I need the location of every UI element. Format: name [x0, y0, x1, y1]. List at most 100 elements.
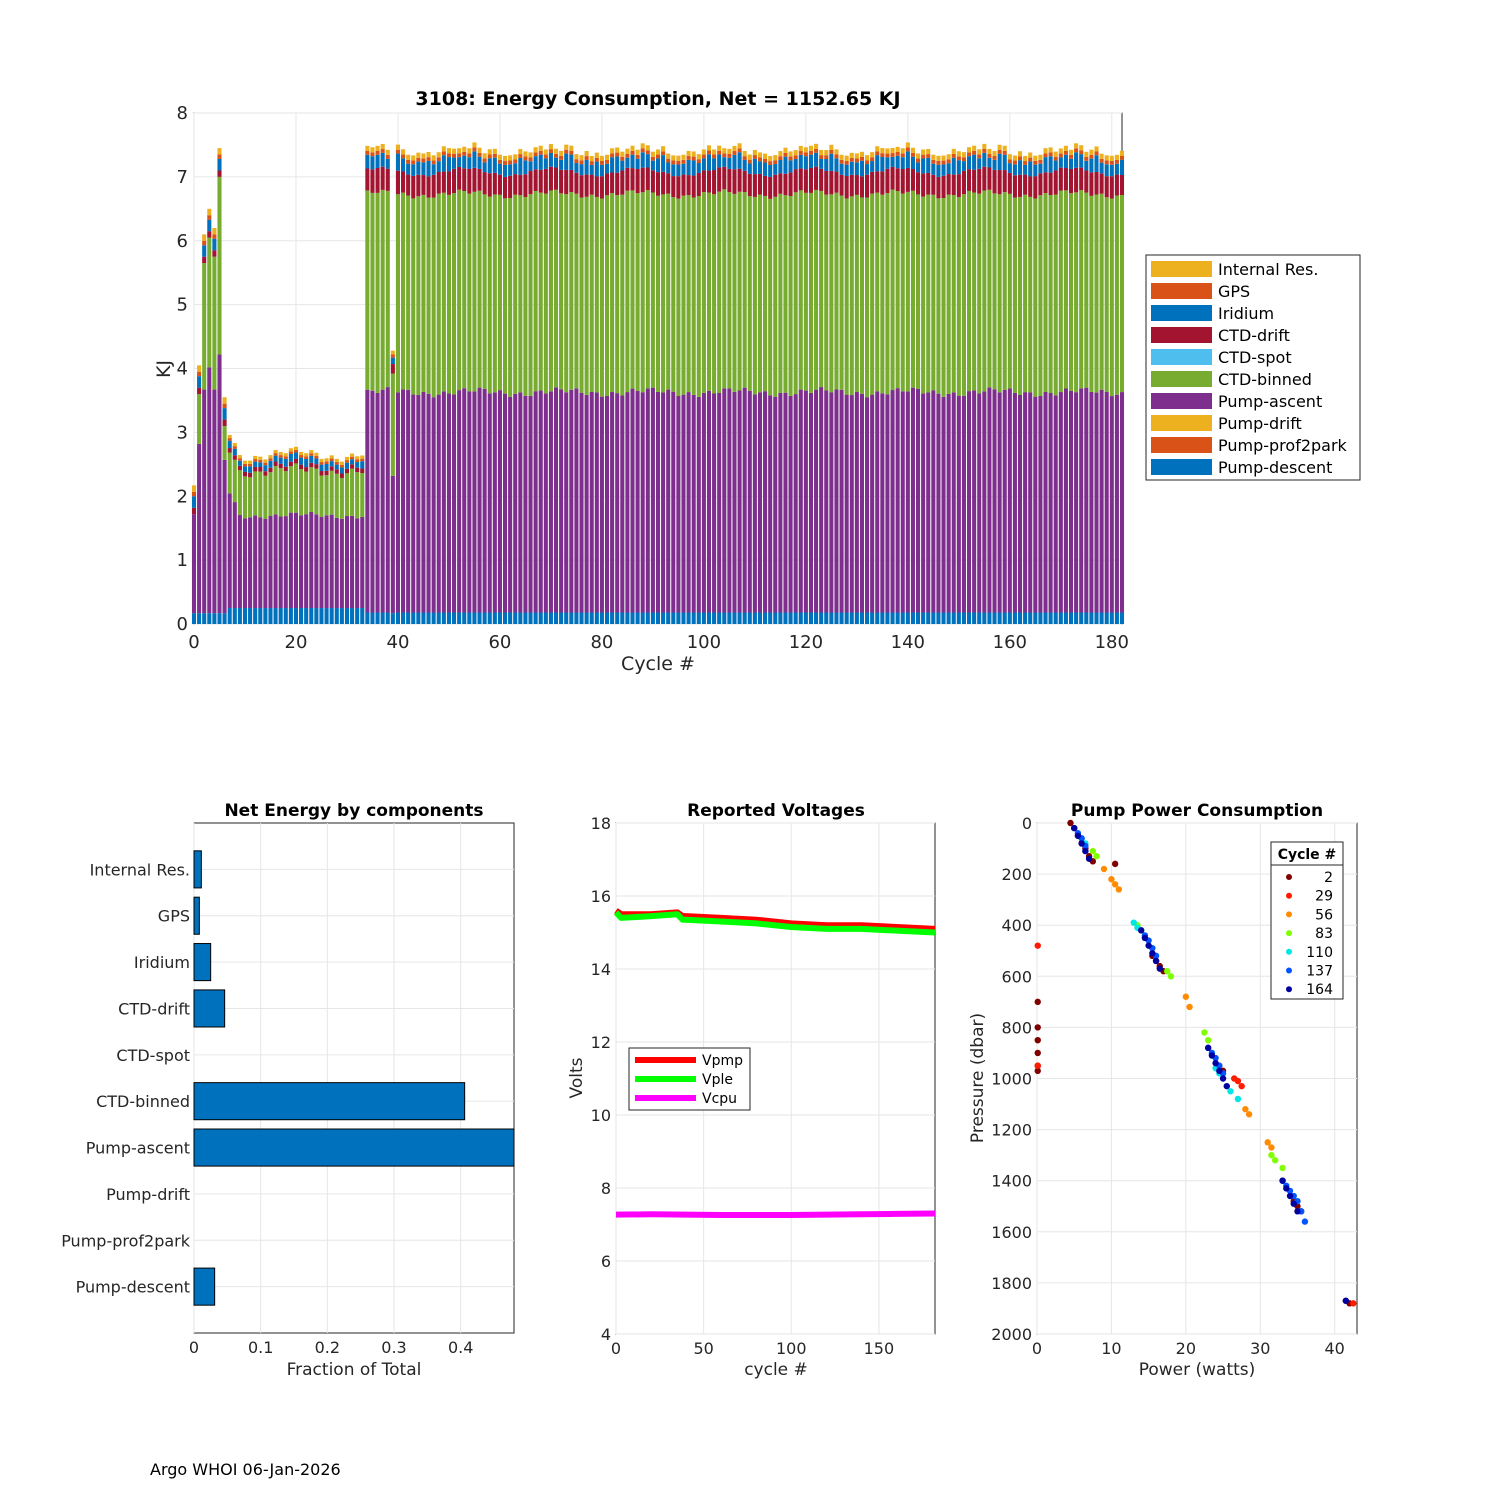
- energy-bar-gps: [885, 153, 890, 158]
- pump-legend-marker: [1286, 874, 1292, 880]
- energy-bar-iridium: [696, 163, 701, 173]
- pump-point-cycle-164: [1074, 832, 1082, 839]
- energy-bar-internal: [701, 149, 706, 155]
- energy-bar-ctd-binned: [212, 256, 217, 390]
- energy-bar-gps: [1043, 153, 1048, 158]
- energy-bar-pump-ascent: [472, 391, 477, 613]
- energy-bar-iridium: [569, 154, 574, 170]
- energy-bar-internal: [635, 149, 640, 155]
- energy-bar-pump-ascent: [640, 392, 645, 613]
- pump-legend-label: 110: [1306, 945, 1333, 961]
- energy-bar-ctd-drift: [207, 231, 212, 238]
- energy-bar-iridium: [441, 155, 446, 172]
- energy-bar-iridium: [599, 164, 604, 177]
- energy-bar-iridium: [344, 462, 350, 469]
- energy-bar-internal: [763, 153, 768, 159]
- energy-bar-ctd-drift: [829, 170, 834, 195]
- energy-bar-internal: [671, 155, 676, 161]
- energy-bar-iridium: [778, 160, 783, 174]
- energy-bar-gps: [865, 160, 870, 165]
- energy-bar-ctd-drift: [599, 176, 604, 199]
- energy-bar-gps: [666, 158, 671, 163]
- energy-bar-gps: [737, 148, 742, 153]
- energy-bar-gps: [1058, 153, 1063, 158]
- energy-bar-iridium: [548, 152, 553, 167]
- energy-bar-internal: [961, 152, 966, 158]
- energy-bar-ctd-binned: [370, 192, 375, 391]
- energy-xtick: 0: [188, 632, 199, 653]
- energy-bar-pump-ascent: [457, 390, 462, 613]
- energy-bar-ctd-drift: [997, 170, 1002, 195]
- voltages-xtick: 150: [864, 1339, 895, 1358]
- energy-bar-gps: [829, 149, 834, 154]
- energy-bar-pump-descent: [446, 612, 451, 624]
- energy-bar-ctd-drift: [773, 174, 778, 197]
- energy-bar-pump-ascent: [701, 392, 706, 613]
- energy-bar-internal: [620, 151, 625, 157]
- energy-bar-iridium: [395, 153, 400, 171]
- energy-bar-pump-descent: [191, 613, 197, 624]
- energy-bar-ctd-drift: [768, 176, 773, 199]
- energy-bar-internal: [212, 227, 217, 235]
- energy-bar-pump-descent: [834, 612, 839, 624]
- voltages-xtick: 0: [611, 1339, 621, 1358]
- energy-bar-gps: [977, 154, 982, 159]
- energy-bar-ctd-binned: [538, 192, 543, 391]
- energy-bar-ctd-binned: [197, 394, 202, 444]
- energy-bar-pump-ascent: [727, 388, 732, 613]
- energy-bar-internal: [1058, 148, 1063, 154]
- energy-bar-pump-ascent: [1104, 391, 1109, 613]
- energy-bar-internal: [1068, 149, 1074, 155]
- energy-bar-pump-descent: [747, 612, 752, 624]
- energy-bar-internal: [778, 151, 783, 157]
- energy-xtick: 180: [1095, 632, 1129, 653]
- energy-bar-ctd-drift: [676, 176, 681, 199]
- pump-point-cycle-56: [1268, 1144, 1275, 1151]
- energy-bar-internal: [395, 144, 400, 150]
- energy-bar-iridium: [538, 154, 543, 170]
- energy-bar-internal: [365, 145, 370, 151]
- energy-bar-pump-ascent: [1033, 396, 1038, 613]
- energy-bar-iridium: [1058, 157, 1063, 168]
- energy-bar-internal: [390, 350, 395, 355]
- energy-bar-pump-descent: [635, 612, 640, 624]
- energy-bar-internal: [997, 144, 1002, 150]
- energy-bar-internal: [732, 145, 737, 152]
- energy-bar-pump-descent: [1099, 612, 1104, 624]
- energy-bar-iridium: [462, 155, 467, 169]
- pump-point-cycle-164: [1219, 1075, 1227, 1082]
- energy-bar-iridium: [757, 161, 763, 174]
- voltages-line-vcpu: [615, 1210, 936, 1219]
- energy-bar-ctd-binned: [1094, 194, 1099, 393]
- energy-bar-pump-ascent: [650, 387, 655, 613]
- energy-bar-gps: [808, 150, 814, 155]
- pump-points: [1034, 819, 1357, 1307]
- energy-bar-ctd-binned: [523, 197, 528, 396]
- energy-bar-ctd-binned: [926, 194, 931, 393]
- energy-bar-gps: [961, 157, 966, 162]
- energy-bar-ctd-drift: [752, 174, 757, 197]
- voltages-ytick: 4: [601, 1325, 611, 1344]
- energy-bar-ctd-binned: [798, 190, 803, 390]
- energy-bar-internal: [533, 147, 538, 153]
- energy-bar-ctd-drift: [589, 174, 594, 195]
- energy-bar-gps: [574, 159, 579, 164]
- energy-bar-ctd-drift: [1058, 167, 1063, 191]
- energy-bar-iridium: [452, 157, 457, 169]
- energy-bar-ctd-drift: [309, 462, 314, 468]
- energy-bar-iridium: [355, 462, 360, 468]
- energy-bar-internal: [1053, 151, 1058, 157]
- energy-bar-internal: [248, 460, 253, 464]
- energy-bar-ctd-binned: [564, 194, 569, 393]
- energy-bar-ctd-binned: [870, 193, 875, 395]
- energy-bar-ctd-drift: [987, 167, 992, 190]
- voltages-lines: [613, 908, 936, 1219]
- energy-bar-iridium: [248, 466, 253, 473]
- energy-bar-internal: [462, 146, 467, 152]
- energy-legend-swatch: [1151, 459, 1212, 475]
- energy-bar-gps: [370, 152, 375, 157]
- energy-bar-pump-ascent: [717, 392, 722, 613]
- energy-bar-ctd-drift: [457, 166, 462, 190]
- components-axes-box: [193, 822, 515, 1334]
- energy-bar-pump-descent: [242, 608, 248, 624]
